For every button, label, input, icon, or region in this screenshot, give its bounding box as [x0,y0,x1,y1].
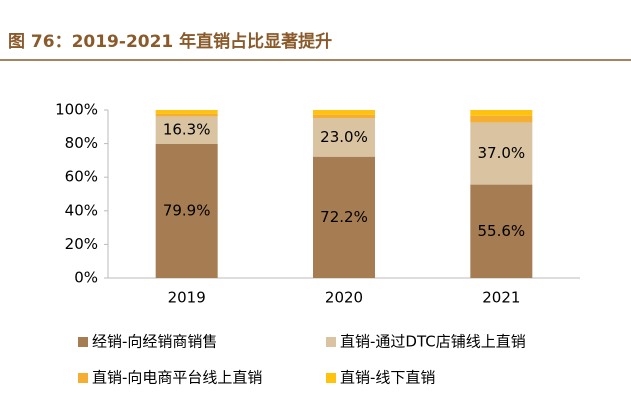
legend-swatch [326,337,336,347]
bar-segment [470,122,533,185]
bar-segment [313,114,375,119]
y-tick-label: 20% [65,235,98,253]
chart-title: 图 76：2019-2021 年直销占比显著提升 [8,31,332,52]
y-tick-label: 40% [65,201,98,219]
legend-label: 直销-向电商平台线上直销 [92,369,262,387]
bar-segment [470,110,533,116]
bar-segment [313,118,375,157]
legend-label: 直销-线下直销 [340,369,435,387]
x-tick-label: 2020 [325,289,363,307]
legend-label: 经销-向经销商销售 [92,333,217,351]
data-label: 23.0% [320,128,368,146]
legend-swatch [326,373,336,383]
data-label: 55.6% [478,222,526,240]
bar-segment [313,156,375,278]
y-tick-label: 60% [65,168,98,186]
data-label: 79.9% [163,201,211,219]
legend-swatch [78,373,88,383]
bar-segment [155,113,218,117]
data-label: 37.0% [478,144,526,162]
y-tick-label: 0% [74,269,98,287]
x-tick-label: 2019 [168,289,206,307]
bar-segment [470,184,533,278]
bar-segment [155,110,218,114]
data-label: 72.2% [320,208,368,226]
bar-segment [313,110,375,115]
data-label: 16.3% [163,121,211,139]
legend-swatch [78,337,88,347]
y-tick-label: 80% [65,134,98,152]
bar-segment [155,116,218,144]
bar-segment [470,115,533,123]
legend-label: 直销-通过DTC店铺线上直销 [340,333,526,351]
y-tick-label: 100% [55,101,98,119]
bar-segment [155,143,218,278]
x-tick-label: 2021 [482,289,520,307]
